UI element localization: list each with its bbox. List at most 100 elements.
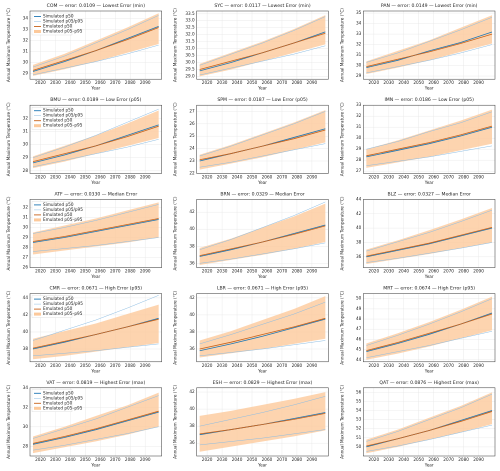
y-tick-label: 26 <box>189 121 195 126</box>
x-tick-label: 2020 <box>35 80 46 85</box>
chart-title: ATF — error: 0.0330 — Median Error <box>54 191 137 197</box>
y-tick-label: 56 <box>356 389 362 394</box>
x-tick-label: 2070 <box>277 80 288 85</box>
x-tick-label: 2050 <box>413 80 424 85</box>
x-tick-label: 2040 <box>65 174 76 179</box>
median-line <box>32 218 159 242</box>
x-tick-label: 2060 <box>95 80 106 85</box>
band-area <box>199 15 326 77</box>
y-axis-label: Annual Maximum Temperature (°C) <box>339 8 344 82</box>
y-tick-label: 29.5 <box>185 66 195 71</box>
x-tick-label: 2070 <box>443 174 454 179</box>
y-tick-label: 30 <box>23 424 29 429</box>
legend-label: Emulated p05–p95 <box>43 311 83 316</box>
x-tick-label: 2030 <box>383 363 394 368</box>
high-line <box>366 111 493 150</box>
y-tick-label: 33.5 <box>185 11 195 16</box>
x-tick-label: 2070 <box>110 269 121 274</box>
y-tick-label: 36 <box>189 346 195 351</box>
y-tick-label: 28 <box>23 443 29 448</box>
y-tick-label: 47 <box>356 326 362 331</box>
x-tick-label: 2050 <box>80 269 91 274</box>
x-tick-label: 2020 <box>202 80 213 85</box>
legend-swatch <box>34 312 41 316</box>
x-tick-label: 2020 <box>368 269 379 274</box>
x-tick-label: 2070 <box>277 174 288 179</box>
y-tick-label: 34 <box>356 21 362 26</box>
y-axis-label: Annual Maximum Temperature (°C) <box>339 385 344 459</box>
high-line <box>366 393 493 442</box>
y-tick-label: 33 <box>356 102 362 107</box>
legend-box <box>31 12 73 36</box>
x-tick-label: 2090 <box>140 363 151 368</box>
y-tick-label: 38 <box>23 346 29 351</box>
legend-swatch <box>34 124 41 128</box>
x-tick-label: 2060 <box>95 174 106 179</box>
x-tick-label: 2040 <box>65 269 76 274</box>
y-axis-label: Annual Maximum Temperature (°C) <box>6 196 11 270</box>
median-line <box>32 410 159 444</box>
x-tick-label: 2020 <box>368 457 379 462</box>
x-tick-label: 2070 <box>443 457 454 462</box>
y-tick-label: 54 <box>356 408 362 413</box>
x-tick-label: 2020 <box>35 269 46 274</box>
x-tick-label: 2080 <box>292 174 303 179</box>
plot-frame <box>363 10 496 80</box>
x-tick-label: 2060 <box>428 457 439 462</box>
x-tick-label: 2090 <box>473 457 484 462</box>
y-tick-label: 25 <box>189 133 195 138</box>
y-tick-label: 32.0 <box>185 32 195 37</box>
x-axis-label: Year <box>257 463 267 468</box>
y-tick-label: 31.5 <box>185 39 195 44</box>
x-tick-label: 2050 <box>247 174 258 179</box>
plot-frame <box>196 104 329 174</box>
x-tick-label: 2040 <box>232 269 243 274</box>
x-tick-label: 2030 <box>50 80 61 85</box>
y-tick-label: 27 <box>23 255 29 260</box>
x-tick-label: 2070 <box>277 269 288 274</box>
median-line <box>366 227 493 258</box>
y-tick-label: 44 <box>356 357 362 362</box>
x-tick-label: 2060 <box>95 457 106 462</box>
x-tick-label: 2030 <box>383 80 394 85</box>
y-tick-label: 31.0 <box>185 46 195 51</box>
plot-frame <box>29 293 162 363</box>
x-axis-label: Year <box>90 368 100 373</box>
y-tick-label: 36 <box>356 254 362 259</box>
y-axis-label: Annual Maximum Temperature (°C) <box>173 8 178 82</box>
x-tick-label: 2030 <box>217 269 228 274</box>
high-line <box>199 301 326 345</box>
x-axis-label: Year <box>90 180 100 185</box>
legend-label: Simulated p05/p95 <box>43 19 83 24</box>
x-tick-label: 2020 <box>202 363 213 368</box>
low-line <box>366 44 493 74</box>
median-line <box>199 32 326 70</box>
plot-frame <box>196 293 329 363</box>
high-line <box>366 209 493 252</box>
x-tick-label: 2080 <box>125 269 136 274</box>
x-tick-label: 2030 <box>217 80 228 85</box>
y-tick-label: 38 <box>189 329 195 334</box>
x-tick-label: 2050 <box>80 363 91 368</box>
x-tick-label: 2060 <box>428 80 439 85</box>
median-line <box>366 33 493 67</box>
chart-title: IMN — error: 0.0186 — Low Error (p05) <box>384 97 474 103</box>
legend-box <box>31 389 73 412</box>
low-line <box>199 429 326 446</box>
y-tick-label: 44 <box>356 196 362 201</box>
y-tick-label: 36 <box>189 440 195 445</box>
median-line <box>366 126 493 158</box>
y-tick-label: 44 <box>23 295 29 300</box>
legend-label: Emulated p50 <box>43 212 73 217</box>
x-axis-label: Year <box>257 274 267 279</box>
y-axis-label: Annual Maximum Temperature (°C) <box>6 385 11 459</box>
median-line <box>366 31 493 69</box>
y-tick-label: 32 <box>23 38 29 43</box>
y-axis-label: Annual Maximum Temperature (°C) <box>173 102 178 176</box>
y-axis-label: Annual Maximum Temperature (°C) <box>339 196 344 270</box>
x-tick-label: 2030 <box>50 269 61 274</box>
x-tick-label: 2080 <box>125 174 136 179</box>
y-tick-label: 32 <box>23 404 29 409</box>
chart-title: LBR — error: 0.0671 — High Error (p95) <box>217 286 308 292</box>
